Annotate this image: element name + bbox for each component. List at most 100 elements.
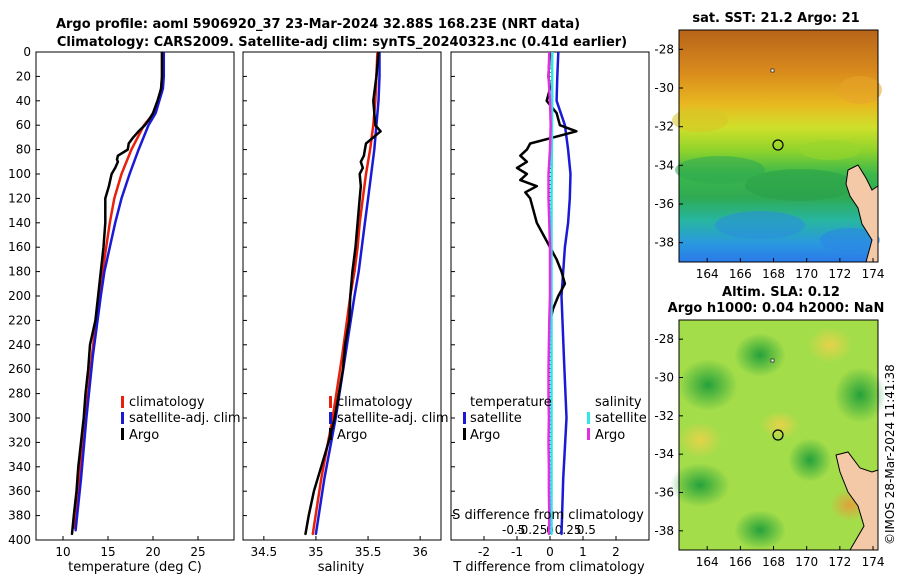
sst-argo-marker	[772, 139, 784, 151]
series-s-argo	[547, 52, 552, 536]
map-x-tick-label: 170	[795, 267, 818, 281]
series-satellite-adj.-clim	[74, 52, 166, 532]
t-difference-ticks: -2 -1 0 1 2	[478, 536, 620, 559]
dlegend-s-satellite-swatch	[587, 412, 590, 424]
dlegend-s-argo-label: Argo	[595, 428, 625, 443]
x-tick-label: 34.5	[250, 545, 277, 559]
sal-legend-argo-label: Argo	[337, 428, 367, 443]
temperature-legend: climatology satellite-adj. clim Argo	[121, 395, 241, 443]
temperature-axes	[35, 51, 235, 541]
map-y-tick-label: -38	[654, 524, 674, 538]
imos-credit: ©IMOS 28-Mar-2024 11:41:38	[883, 364, 897, 545]
map-x-tick-label: 174	[862, 267, 885, 281]
difference-lines	[515, 52, 578, 540]
map-x-tick-label: 174	[862, 555, 885, 569]
sla-map-title-line2: Argo h1000: 0.04 h2000: NaN	[668, 301, 885, 316]
y-tick-label: 40	[16, 94, 31, 108]
legend-temperature-title: temperature	[470, 395, 552, 410]
sst-map-title: sat. SST: 21.2 Argo: 21	[692, 11, 859, 26]
figure-title-line2: Climatology: CARS2009. Satellite-adj cli…	[57, 35, 627, 50]
map-y-tick-label: -34	[654, 447, 674, 461]
salinity-panel: 34.5 35 35.5 36 salinity climatology satell…	[242, 51, 449, 575]
salinity-ticks: 34.5 35 35.5 36	[250, 536, 428, 559]
salinity-xlabel: salinity	[318, 560, 365, 575]
s-difference-xlabel: S difference from climatology	[452, 508, 644, 523]
sal-legend-climatology-swatch	[329, 396, 332, 408]
sla-texture	[670, 327, 886, 550]
sla-map-ticks: 164 166 168 170 172 174 -28 -30 -32 -34 -36 -38	[654, 332, 884, 569]
x-tick-label: 36	[413, 545, 428, 559]
map-x-tick-label: 166	[729, 267, 752, 281]
x-tick-label: 35.5	[355, 545, 382, 559]
y-tick-label: 140	[8, 216, 31, 230]
difference-depth-ticks	[451, 51, 455, 541]
map-y-tick-label: -28	[654, 42, 674, 56]
legend-climatology-label: climatology	[129, 395, 205, 410]
y-tick-label: 0	[23, 45, 31, 59]
sla-map-title-line1: Altim. SLA: 0.12	[722, 285, 840, 300]
sla-island	[770, 358, 775, 363]
y-tick-label: 360	[8, 484, 31, 498]
series-argo	[70, 52, 164, 536]
difference-panel: -2 -1 0 1 2 -0.5-0.250 0.250.5 T difference f…	[450, 51, 650, 575]
y-tick-label: 380	[8, 509, 31, 523]
map-y-tick-label: -30	[654, 81, 674, 95]
legend-salinity-title: salinity	[595, 395, 642, 410]
y-tick-label: 200	[8, 289, 31, 303]
y-tick-label: 300	[8, 411, 31, 425]
map-x-tick-label: 172	[828, 267, 851, 281]
y-tick-label: 220	[8, 313, 31, 327]
s-tick-label: -0.25	[516, 523, 547, 537]
y-tick-label: 100	[8, 167, 31, 181]
dlegend-t-argo-swatch	[463, 428, 466, 440]
figure-title-line1: Argo profile: aoml 5906920_37 23-Mar-202…	[56, 17, 580, 32]
y-tick-label: 60	[16, 118, 31, 132]
y-tick-label: 260	[8, 362, 31, 376]
depth-ticks: 0 20 40 60 80 100 120 140 160 180 200 220 240 260 280 3…	[8, 45, 40, 547]
difference-legend: temperature satellite Argo salinity sate…	[463, 395, 647, 443]
salinity-legend: climatology satellite-adj. clim Argo	[329, 395, 449, 443]
map-x-tick-label: 164	[696, 555, 719, 569]
y-tick-label: 120	[8, 191, 31, 205]
y-tick-label: 20	[16, 69, 31, 83]
map-x-tick-label: 164	[696, 267, 719, 281]
x-tick-label: 2	[612, 545, 620, 559]
series-argo	[304, 52, 382, 536]
legend-satellite-label: satellite-adj. clim	[129, 411, 241, 426]
y-tick-label: 160	[8, 240, 31, 254]
legend-argo-swatch	[121, 428, 124, 440]
sst-island	[770, 68, 775, 73]
s-tick-label: -0.5	[502, 523, 525, 537]
y-tick-label: 280	[8, 387, 31, 401]
sal-legend-climatology-label: climatology	[337, 395, 413, 410]
y-tick-label: 180	[8, 265, 31, 279]
map-x-tick-label: 170	[795, 555, 818, 569]
sla-argo-marker	[772, 429, 784, 441]
x-tick-label: 15	[100, 545, 115, 559]
y-tick-label: 400	[8, 533, 31, 547]
series-t-satellite	[555, 52, 572, 536]
dlegend-t-satellite-swatch	[463, 412, 466, 424]
series-t-argo	[515, 52, 578, 322]
map-y-tick-label: -38	[654, 236, 674, 250]
s-tick-label: 0.5	[577, 523, 596, 537]
legend-climatology-swatch	[121, 396, 124, 408]
sst-axes	[678, 29, 879, 263]
legend-satellite-swatch	[121, 412, 124, 424]
map-y-tick-label: -32	[654, 120, 674, 134]
x-tick-label: 10	[55, 545, 70, 559]
sla-axes	[678, 319, 879, 551]
dlegend-s-satellite-label: satellite	[595, 411, 647, 426]
map-y-tick-label: -28	[654, 332, 674, 346]
temperature-panel: 0 20 40 60 80 100 120 140 160 180 200 220 240 260 280 3…	[8, 45, 241, 575]
y-tick-label: 320	[8, 435, 31, 449]
map-y-tick-label: -32	[654, 409, 674, 423]
sla-map: Altim. SLA: 0.12 Argo h1000: 0.04 h2000:…	[654, 285, 886, 569]
y-tick-label: 80	[16, 143, 31, 157]
sal-legend-satellite-label: satellite-adj. clim	[337, 411, 449, 426]
map-x-tick-label: 168	[762, 267, 785, 281]
x-tick-label: 25	[190, 545, 205, 559]
series-s-satellite	[550, 52, 554, 536]
y-tick-label: 240	[8, 338, 31, 352]
